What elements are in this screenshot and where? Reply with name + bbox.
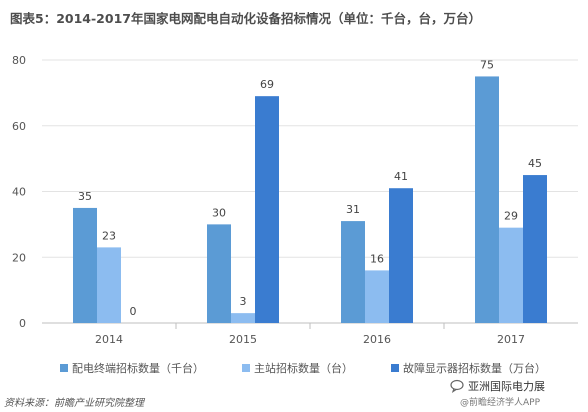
y-tick-label: 60 <box>12 120 26 133</box>
legend-swatch-fault-indicator <box>391 364 399 372</box>
bar <box>365 270 389 323</box>
bar <box>475 76 499 323</box>
legend-swatch-terminal <box>60 364 68 372</box>
legend-item-fault-indicator: 故障显示器招标数量（万台） <box>391 360 546 376</box>
bar <box>389 188 413 323</box>
data-label: 35 <box>78 190 92 203</box>
data-label: 0 <box>130 305 137 318</box>
data-label: 31 <box>346 203 360 216</box>
legend: 配电终端招标数量（千台） 主站招标数量（台） 故障显示器招标数量（万台） <box>60 360 580 376</box>
data-label: 23 <box>102 229 116 242</box>
bar <box>207 224 231 323</box>
y-tick-label: 0 <box>19 317 26 330</box>
y-tick-label: 20 <box>12 251 26 264</box>
data-label: 30 <box>212 206 226 219</box>
chat-bubble-icon <box>450 379 464 393</box>
data-label: 41 <box>394 170 408 183</box>
bar <box>255 96 279 323</box>
watermark-line2: @前瞻经济学人APP <box>460 398 541 408</box>
legend-item-master-station: 主站招标数量（台） <box>242 360 353 376</box>
data-label: 69 <box>260 78 274 91</box>
y-tick-label: 80 <box>12 54 26 67</box>
bar <box>341 221 365 323</box>
legend-label-master-station: 主站招标数量（台） <box>254 362 353 375</box>
source-note: 资料来源：前瞻产业研究院整理 <box>4 398 144 409</box>
bar <box>231 313 255 323</box>
legend-label-terminal: 配电终端招标数量（千台） <box>72 362 204 375</box>
bar <box>523 175 547 323</box>
legend-item-terminal: 配电终端招标数量（千台） <box>60 360 204 376</box>
data-label: 75 <box>480 58 494 71</box>
bar <box>97 247 121 323</box>
y-tick-label: 40 <box>12 186 26 199</box>
data-label: 29 <box>504 210 518 223</box>
data-label: 16 <box>370 252 384 265</box>
x-tick-label: 2017 <box>497 333 525 346</box>
data-label: 3 <box>240 295 247 308</box>
data-label: 45 <box>528 157 542 170</box>
chart-title: 图表5：2014-2017年国家电网配电自动化设备招标情况（单位：千台，台，万台… <box>10 11 481 26</box>
legend-swatch-master-station <box>242 364 250 372</box>
watermark-line1: 亚洲国际电力展 <box>468 380 545 393</box>
bar <box>73 207 97 323</box>
legend-label-fault-indicator: 故障显示器招标数量（万台） <box>403 362 546 375</box>
x-tick-label: 2016 <box>363 333 391 346</box>
x-tick-label: 2014 <box>95 333 123 346</box>
watermark: 亚洲国际电力展 <box>450 378 545 394</box>
x-tick-label: 2015 <box>229 333 257 346</box>
bar <box>499 227 523 323</box>
